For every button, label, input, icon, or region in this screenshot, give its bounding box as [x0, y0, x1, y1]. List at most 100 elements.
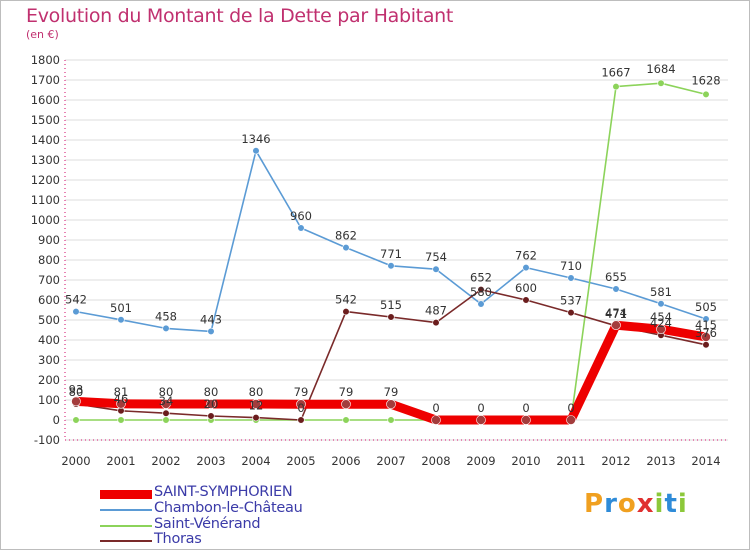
- data-label: 862: [335, 229, 357, 243]
- x-tick-label: 2009: [466, 454, 495, 468]
- data-point: [117, 416, 125, 424]
- data-point: [701, 332, 711, 342]
- y-tick-label: 1600: [31, 93, 60, 107]
- data-point: [342, 308, 350, 316]
- data-point: [521, 415, 531, 425]
- data-label: 80: [159, 385, 174, 399]
- data-point: [207, 327, 215, 336]
- data-label: 34: [159, 394, 174, 408]
- data-point: [657, 300, 665, 308]
- data-label: 20: [204, 397, 219, 411]
- legend-swatch-thoras: [100, 540, 152, 542]
- data-label: 454: [650, 310, 672, 324]
- y-tick-label: -100: [34, 433, 60, 447]
- y-tick-label: 900: [38, 233, 60, 247]
- data-point: [477, 300, 485, 308]
- x-tick-label: 2010: [511, 454, 540, 468]
- logo-letter: x: [636, 489, 655, 519]
- data-label: 79: [294, 385, 309, 399]
- y-tick-label: 600: [38, 293, 60, 307]
- data-label: 710: [560, 259, 582, 273]
- unit-label: (en €): [26, 28, 59, 41]
- x-tick-label: 2002: [151, 454, 180, 468]
- data-point: [206, 399, 216, 409]
- data-point: [432, 265, 440, 273]
- data-label: 80: [69, 385, 84, 399]
- data-point: [252, 414, 260, 422]
- data-label: 537: [560, 294, 582, 308]
- data-point: [341, 399, 351, 410]
- data-label: 93: [69, 382, 84, 396]
- x-tick-label: 2004: [241, 454, 270, 468]
- data-label: 443: [200, 312, 222, 326]
- data-point: [207, 412, 215, 420]
- data-label: 581: [650, 285, 672, 299]
- y-tick-label: 0: [53, 413, 60, 427]
- data-point: [702, 315, 710, 323]
- data-point: [611, 320, 621, 331]
- data-point: [702, 90, 710, 98]
- y-tick-label: 200: [38, 373, 60, 387]
- legend-swatch-saint-symphorien: [100, 490, 152, 499]
- data-point: [252, 147, 260, 155]
- data-point: [567, 274, 575, 282]
- data-point: [71, 396, 81, 407]
- data-label: 655: [605, 270, 627, 284]
- data-label: 46: [114, 392, 129, 406]
- y-tick-label: 1400: [31, 133, 60, 147]
- data-label: 415: [695, 318, 717, 332]
- data-label: 424: [650, 316, 672, 330]
- x-tick-label: 2011: [556, 454, 585, 468]
- legend-swatch-chambon: [100, 509, 152, 511]
- data-point: [432, 319, 440, 327]
- data-point: [116, 398, 126, 409]
- data-label: 762: [515, 249, 537, 263]
- data-label: 79: [339, 385, 354, 399]
- logo-letter: i: [677, 489, 688, 519]
- data-label: 458: [155, 309, 177, 323]
- data-point: [612, 285, 620, 293]
- data-point: [72, 416, 80, 424]
- data-label: 515: [380, 298, 402, 312]
- x-tick-label: 2001: [106, 454, 135, 468]
- data-label: 501: [110, 301, 132, 315]
- data-point: [387, 262, 395, 270]
- data-point: [612, 82, 620, 91]
- y-tick-label: 1800: [31, 53, 60, 67]
- data-label: 771: [380, 247, 402, 261]
- y-tick-label: 1300: [31, 153, 60, 167]
- data-point: [296, 399, 306, 410]
- data-label: 1667: [601, 66, 630, 80]
- data-point: [522, 264, 530, 272]
- data-label: 81: [114, 385, 129, 399]
- data-label: 474: [605, 306, 627, 320]
- data-label: 0: [567, 401, 574, 415]
- data-point: [72, 308, 80, 316]
- data-label: 1684: [646, 62, 675, 76]
- chart-title: Evolution du Montant de la Dette par Hab…: [26, 5, 454, 27]
- legend-label-thoras: Thoras: [154, 531, 202, 547]
- logo-letter: P: [584, 489, 605, 519]
- x-tick-label: 2013: [646, 454, 675, 468]
- y-tick-label: 100: [38, 393, 60, 407]
- y-tick-label: 1100: [31, 193, 60, 207]
- data-point: [477, 286, 485, 294]
- data-label: 487: [425, 304, 447, 318]
- data-label: 960: [290, 209, 312, 223]
- data-label: 471: [605, 307, 627, 321]
- y-tick-label: 1200: [31, 173, 60, 187]
- proxiti-logo: Proxiti: [584, 489, 688, 519]
- data-label: 0: [477, 401, 484, 415]
- data-point: [656, 324, 666, 335]
- data-point: [386, 399, 396, 410]
- logo-letter: i: [654, 489, 665, 519]
- legend-label-chambon: Chambon-le-Château: [154, 500, 303, 516]
- x-tick-label: 2005: [286, 454, 315, 468]
- data-point: [251, 399, 261, 409]
- data-label: 1346: [241, 132, 270, 146]
- data-label: 12: [249, 399, 264, 413]
- data-point: [387, 313, 395, 321]
- y-tick-label: 300: [38, 353, 60, 367]
